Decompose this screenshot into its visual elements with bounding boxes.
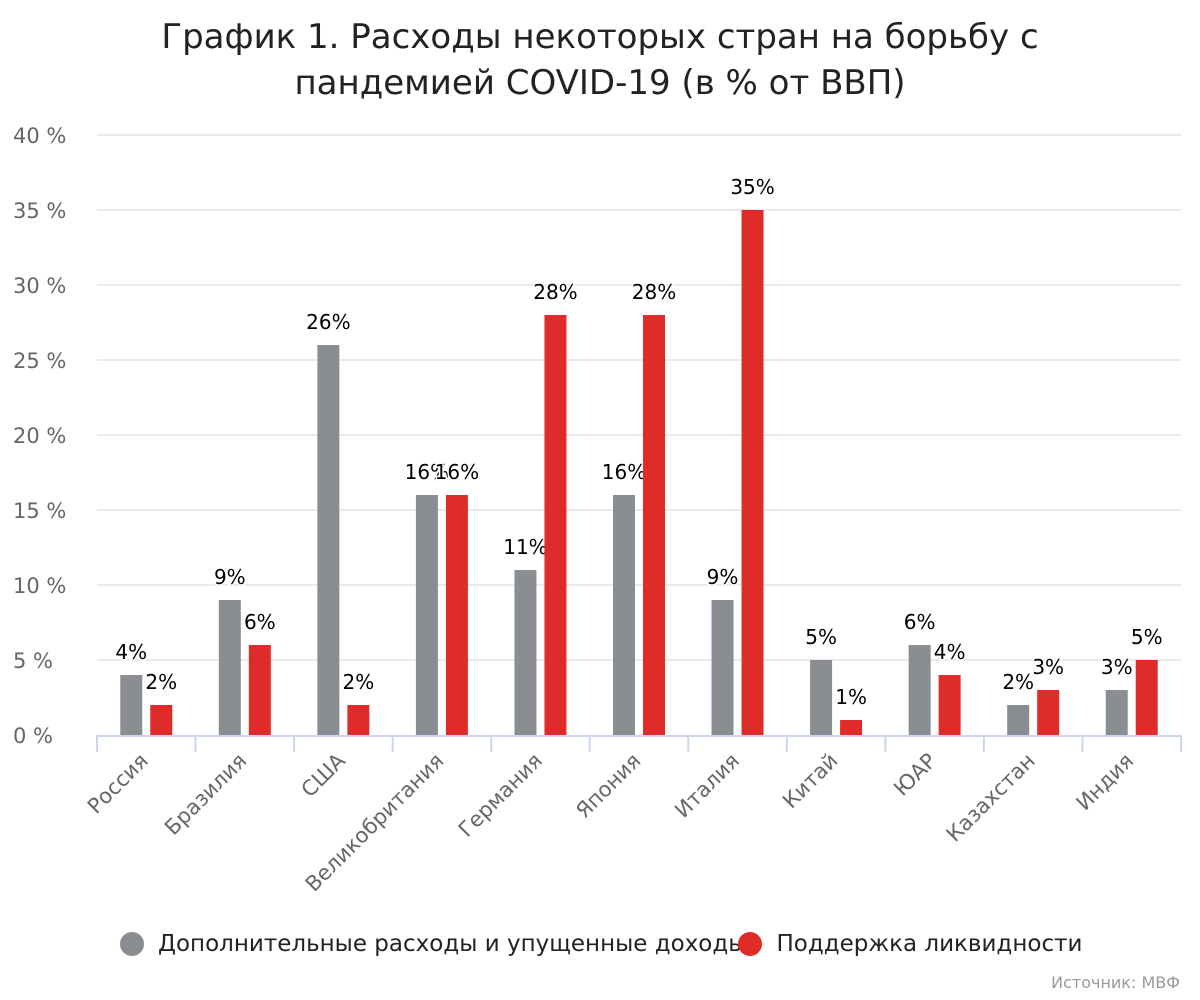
data-label: 3% bbox=[1101, 655, 1133, 679]
data-label: 16% bbox=[405, 460, 449, 484]
bar-extra-spending bbox=[1105, 690, 1128, 735]
data-label: 9% bbox=[214, 565, 246, 589]
x-tick-label: Казахстан bbox=[942, 749, 1040, 847]
legend-item-liquidity[interactable]: Поддержка ликвидности bbox=[738, 931, 1082, 957]
bar-extra-spending bbox=[908, 645, 931, 735]
bar-extra-spending bbox=[810, 660, 833, 735]
bar-extra-spending bbox=[120, 675, 143, 735]
data-label: 2% bbox=[342, 670, 374, 694]
data-label: 3% bbox=[1032, 655, 1064, 679]
legend-swatch-red-icon bbox=[738, 932, 763, 956]
data-label: 35% bbox=[730, 175, 774, 199]
bar-liquidity bbox=[643, 315, 665, 735]
x-tick-label: Китай bbox=[778, 749, 843, 814]
bar-liquidity bbox=[1037, 690, 1060, 735]
bar-extra-spending bbox=[317, 345, 340, 735]
y-tick-label-10: 10 % bbox=[13, 574, 66, 598]
x-tick-label: Италия bbox=[670, 749, 744, 823]
y-tick-label-0: 0 % bbox=[13, 724, 53, 748]
bar-liquidity bbox=[150, 705, 173, 735]
legend-label-extra-spending: Дополнительные расходы и упущенные доход… bbox=[158, 931, 747, 957]
data-label: 28% bbox=[632, 280, 676, 304]
source-note: Источник: МВФ bbox=[1051, 973, 1180, 992]
x-tick-label: Бразилия bbox=[160, 749, 251, 840]
data-label: 16% bbox=[435, 460, 479, 484]
chart-title-line-2: пандемией COVID-19 (в % от ВВП) bbox=[294, 63, 906, 103]
data-label: 1% bbox=[835, 685, 867, 709]
data-label: 2% bbox=[1002, 670, 1034, 694]
data-label: 16% bbox=[602, 460, 646, 484]
x-tick-label: Россия bbox=[83, 749, 153, 819]
x-tick-label: Германия bbox=[454, 749, 547, 842]
data-label: 9% bbox=[707, 565, 739, 589]
x-tick-label: ЮАР bbox=[889, 749, 941, 801]
y-tick-label-30: 30 % bbox=[13, 274, 66, 298]
legend-label-liquidity: Поддержка ликвидности bbox=[776, 931, 1083, 957]
bar-liquidity bbox=[840, 720, 863, 735]
bar-liquidity bbox=[938, 675, 961, 735]
y-tick-label-20: 20 % bbox=[13, 424, 66, 448]
chart-title: График 1. Расходы некоторых стран на бор… bbox=[100, 14, 1100, 106]
data-label: 6% bbox=[244, 610, 276, 634]
bar-liquidity bbox=[248, 645, 271, 735]
bar-extra-spending bbox=[514, 570, 537, 735]
bar-liquidity bbox=[1135, 660, 1158, 735]
data-label: 2% bbox=[145, 670, 177, 694]
data-label: 6% bbox=[904, 610, 936, 634]
y-tick-label-40: 40 % bbox=[13, 124, 66, 148]
data-label: 11% bbox=[503, 535, 547, 559]
chart-title-line-1: График 1. Расходы некоторых стран на бор… bbox=[161, 17, 1039, 57]
bar-extra-spending bbox=[1007, 705, 1030, 735]
bar-extra-spending bbox=[613, 495, 635, 735]
data-label: 26% bbox=[306, 310, 350, 334]
x-tick-label: Индия bbox=[1072, 749, 1139, 816]
bar-extra-spending bbox=[218, 600, 241, 735]
bar-liquidity bbox=[347, 705, 370, 735]
y-tick-label-35: 35 % bbox=[13, 199, 66, 223]
y-tick-label-15: 15 % bbox=[13, 499, 66, 523]
bar-extra-spending bbox=[711, 600, 734, 735]
data-label: 4% bbox=[934, 640, 966, 664]
bar-liquidity bbox=[445, 495, 468, 735]
x-tick-label: США bbox=[297, 748, 351, 802]
legend: Дополнительные расходы и упущенные доход… bbox=[120, 928, 1082, 960]
legend-swatch-grey-icon bbox=[120, 932, 144, 956]
legend-item-extra-spending[interactable]: Дополнительные расходы и упущенные доход… bbox=[120, 931, 746, 957]
data-label: 5% bbox=[805, 625, 837, 649]
data-label: 4% bbox=[115, 640, 147, 664]
y-tick-label-5: 5 % bbox=[13, 649, 53, 673]
x-tick-label: Япония bbox=[571, 749, 645, 823]
bar-liquidity bbox=[544, 315, 567, 735]
y-tick-label-25: 25 % bbox=[13, 349, 66, 373]
data-label: 28% bbox=[533, 280, 577, 304]
bar-extra-spending bbox=[415, 495, 438, 735]
data-label: 5% bbox=[1131, 625, 1163, 649]
bar-liquidity bbox=[741, 210, 764, 735]
